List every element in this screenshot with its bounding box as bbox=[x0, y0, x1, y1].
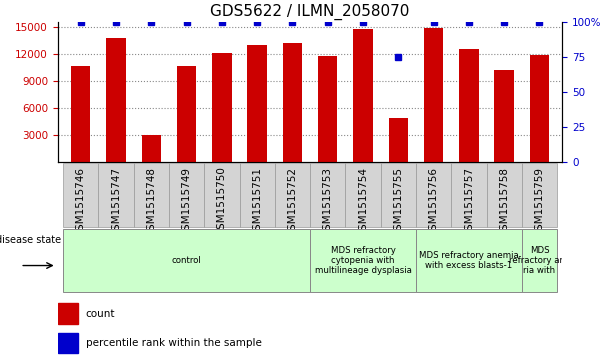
Text: GSM1515747: GSM1515747 bbox=[111, 167, 121, 237]
Text: GSM1515751: GSM1515751 bbox=[252, 167, 262, 237]
Text: GSM1515748: GSM1515748 bbox=[147, 167, 156, 237]
Text: GSM1515758: GSM1515758 bbox=[499, 167, 509, 237]
Text: GSM1515755: GSM1515755 bbox=[393, 167, 403, 237]
FancyBboxPatch shape bbox=[275, 163, 310, 227]
Text: GSM1515759: GSM1515759 bbox=[534, 167, 544, 237]
Bar bbox=[494, 70, 514, 162]
FancyBboxPatch shape bbox=[310, 229, 416, 292]
Text: GSM1515752: GSM1515752 bbox=[288, 167, 297, 237]
Text: GSM1515749: GSM1515749 bbox=[182, 167, 192, 237]
Text: GSM1515750: GSM1515750 bbox=[217, 167, 227, 236]
FancyBboxPatch shape bbox=[416, 229, 522, 292]
FancyBboxPatch shape bbox=[169, 163, 204, 227]
FancyBboxPatch shape bbox=[63, 229, 310, 292]
Text: GSM1515753: GSM1515753 bbox=[323, 167, 333, 237]
FancyBboxPatch shape bbox=[310, 163, 345, 227]
Bar bbox=[459, 49, 478, 162]
Bar bbox=[353, 29, 373, 162]
Bar bbox=[142, 135, 161, 162]
Text: MDS
refractory ane
ria with: MDS refractory ane ria with bbox=[509, 245, 570, 276]
Bar bbox=[389, 118, 408, 162]
FancyBboxPatch shape bbox=[416, 163, 451, 227]
FancyBboxPatch shape bbox=[345, 163, 381, 227]
FancyBboxPatch shape bbox=[63, 163, 98, 227]
Bar bbox=[247, 45, 267, 162]
Bar bbox=[177, 66, 196, 162]
FancyBboxPatch shape bbox=[381, 163, 416, 227]
Bar bbox=[530, 55, 549, 162]
Bar bbox=[71, 66, 91, 162]
Title: GDS5622 / ILMN_2058070: GDS5622 / ILMN_2058070 bbox=[210, 4, 410, 20]
FancyBboxPatch shape bbox=[486, 163, 522, 227]
FancyBboxPatch shape bbox=[98, 163, 134, 227]
FancyBboxPatch shape bbox=[204, 163, 240, 227]
FancyBboxPatch shape bbox=[451, 163, 486, 227]
Text: control: control bbox=[171, 256, 201, 265]
Text: MDS refractory
cytopenia with
multilineage dysplasia: MDS refractory cytopenia with multilinea… bbox=[314, 245, 412, 276]
Bar bbox=[212, 53, 232, 162]
Text: MDS refractory anemia
with excess blasts-1: MDS refractory anemia with excess blasts… bbox=[419, 251, 519, 270]
Text: GSM1515746: GSM1515746 bbox=[76, 167, 86, 237]
Text: percentile rank within the sample: percentile rank within the sample bbox=[86, 338, 261, 348]
Bar bbox=[424, 28, 443, 162]
FancyBboxPatch shape bbox=[240, 163, 275, 227]
FancyBboxPatch shape bbox=[134, 163, 169, 227]
FancyBboxPatch shape bbox=[522, 163, 557, 227]
Bar bbox=[318, 56, 337, 162]
Text: GSM1515757: GSM1515757 bbox=[464, 167, 474, 237]
Bar bbox=[58, 303, 78, 324]
FancyBboxPatch shape bbox=[522, 229, 557, 292]
Text: disease state: disease state bbox=[0, 234, 61, 245]
Bar bbox=[58, 333, 78, 353]
Bar bbox=[106, 38, 126, 162]
Bar bbox=[283, 43, 302, 162]
Text: count: count bbox=[86, 309, 115, 319]
Text: GSM1515756: GSM1515756 bbox=[429, 167, 438, 237]
Text: GSM1515754: GSM1515754 bbox=[358, 167, 368, 237]
